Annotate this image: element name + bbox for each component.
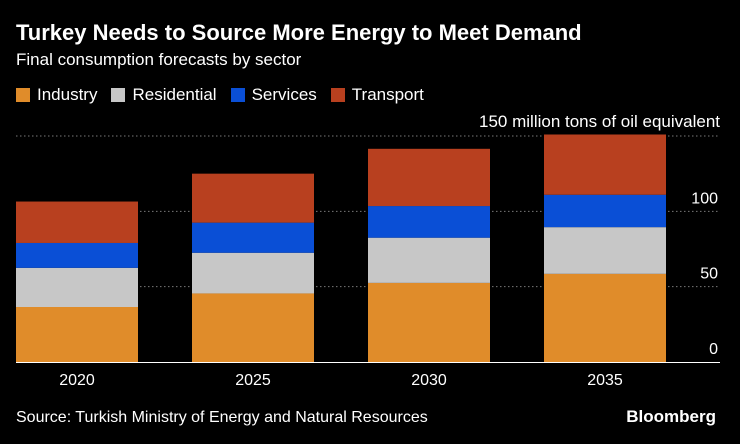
bar-services-2035 [544,194,666,228]
chart-title: Turkey Needs to Source More Energy to Me… [16,20,582,45]
x-tick-label-2030: 2030 [411,372,447,389]
x-tick-label-2025: 2025 [235,372,271,389]
y-tick-label-50: 50 [700,266,718,283]
legend-label-transport: Transport [351,85,424,104]
bar-industry-2025 [192,293,314,362]
legend-item-services: Services [230,85,317,105]
source-note: Source: Turkish Ministry of Energy and N… [16,409,428,426]
bar-residential-2020 [16,267,138,308]
legend-label-services: Services [251,85,317,104]
bar-residential-2025 [192,252,314,294]
chart-subtitle: Final consumption forecasts by sector [16,50,302,69]
bar-services-2025 [192,222,314,253]
bar-services-2030 [368,206,490,238]
bar-industry-2020 [16,307,138,362]
bar-industry-2030 [368,282,490,362]
legend-swatch-transport [330,88,345,102]
legend-item-industry: Industry [16,85,97,105]
bar-transport-2025 [192,173,314,223]
bar-residential-2030 [368,237,490,283]
bar-transport-2020 [16,201,138,243]
legend-label-industry: Industry [37,85,98,104]
legend: Industry Residential Services Transport [16,85,438,105]
x-tick-label-2035: 2035 [587,372,623,389]
bar-transport-2030 [368,148,490,207]
legend-swatch-services [230,88,245,102]
bloomberg-logo: Bloomberg [626,407,716,426]
bar-transport-2035 [544,134,666,195]
legend-swatch-industry [16,88,30,102]
legend-swatch-residential [111,88,126,102]
legend-item-residential: Residential [111,85,217,105]
y-tick-label-0: 0 [709,341,718,358]
legend-item-transport: Transport [330,85,424,105]
bar-residential-2035 [544,227,666,274]
legend-label-residential: Residential [132,85,217,104]
x-tick-label-2020: 2020 [59,372,95,389]
bar-services-2020 [16,242,138,268]
y-axis-unit-label: 150 million tons of oil equivalent [479,112,720,131]
bar-industry-2035 [544,273,666,362]
y-tick-label-100: 100 [691,190,718,207]
